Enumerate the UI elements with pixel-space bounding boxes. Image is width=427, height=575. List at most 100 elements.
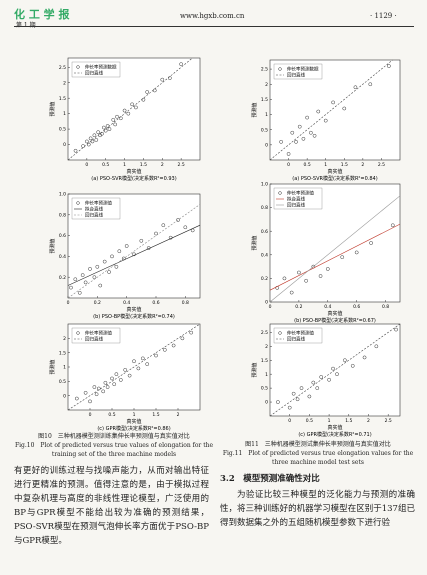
x-tick-label: 0.6	[152, 300, 159, 306]
data-point	[180, 336, 185, 341]
data-point	[83, 280, 88, 285]
y-tick-label: 2	[265, 344, 268, 350]
issue: 第 1 期	[16, 22, 36, 29]
line	[67, 323, 201, 411]
data-point	[289, 290, 294, 295]
data-point	[136, 366, 141, 371]
data-point	[307, 394, 312, 399]
data-point	[113, 122, 117, 127]
data-point	[139, 238, 144, 243]
data-point	[286, 152, 291, 156]
data-point	[297, 270, 301, 275]
legend-label: 回归直线	[287, 72, 305, 79]
data-point	[114, 372, 119, 377]
data-point	[103, 380, 108, 385]
legend-box	[273, 63, 323, 80]
x-tick-label: 0.5	[108, 412, 115, 418]
data-point	[387, 64, 391, 68]
data-point	[167, 76, 172, 80]
legend-label: 回归直线	[287, 336, 305, 343]
legend-marker	[278, 67, 282, 71]
y-tick-label: 0	[63, 393, 66, 399]
x-tick-label: 0.2	[295, 304, 302, 310]
data-point	[130, 102, 134, 107]
line	[269, 195, 401, 303]
chart-subtitle: (b) PSO-BP模型(决定系数R²=0.74)	[93, 313, 175, 320]
legend-label: 回归直线	[85, 212, 103, 219]
y-tick-label: 0.5	[261, 386, 268, 392]
x-tick-label: 0.5	[304, 162, 311, 168]
x-tick-label: 2.5	[385, 418, 392, 424]
url: www.hgxb.com.cn	[180, 12, 245, 20]
x-tick-label: 0	[67, 300, 70, 306]
data-point	[92, 275, 97, 280]
y-tick-label: 1.5	[261, 97, 268, 103]
x-tick-label: 1	[328, 418, 331, 424]
legend-box	[71, 61, 121, 78]
paragraph: 为验证比较三种模型的泛化能力与预测的准确性，将三种训练好的机器学习模型在区别于1…	[220, 490, 415, 528]
x-tick-label: 2	[367, 418, 370, 424]
x-axis-label: 真实值	[126, 306, 141, 313]
legend-label: 拟合直线	[85, 206, 103, 213]
data-point	[325, 267, 330, 271]
legend-marker	[76, 201, 80, 205]
x-axis-label: 真实值	[327, 168, 342, 175]
y-tick-label: 1	[63, 365, 66, 371]
chart-subtitle: (a) PSO-SVR模型(决定系数R²=0.93)	[91, 175, 176, 182]
data-point	[305, 115, 309, 120]
y-tick-label: 2.5	[261, 330, 268, 336]
data-point	[110, 254, 114, 259]
legend-label: 伸长率预测值	[85, 200, 112, 207]
data-point	[122, 108, 127, 113]
y-tick-label: 1	[265, 372, 268, 378]
x-axis-label: 真实值	[327, 424, 342, 431]
data-point	[287, 405, 292, 410]
y-tick-label: 1.5	[261, 358, 268, 364]
x-tick-label: 1	[123, 162, 126, 168]
chart-subtitle: (c) GPR模型(决定系数R²=0.86)	[97, 425, 170, 432]
data-point	[85, 139, 89, 144]
data-point	[309, 130, 313, 135]
data-point	[96, 130, 101, 135]
x-tick-label: 1.5	[152, 412, 159, 418]
y-tick-label: 1	[63, 111, 66, 117]
data-point	[114, 264, 119, 269]
data-point	[331, 100, 335, 105]
chart-subtitle: (a) PSO-SVR模型(决定系数R²=0.84)	[292, 175, 377, 182]
x-tick-label: 0.8	[182, 300, 189, 306]
data-point	[88, 136, 93, 141]
y-axis-label: 预测值	[49, 101, 56, 116]
data-point	[112, 382, 117, 387]
y-tick-label: 0.5	[261, 127, 268, 133]
data-point	[74, 396, 79, 401]
data-point	[301, 136, 306, 141]
data-point	[368, 82, 373, 87]
data-point	[315, 386, 320, 390]
y-tick-label: 1.0	[261, 182, 268, 188]
x-tick-label: 2	[161, 162, 164, 168]
section-heading: 3.2 模型预测准确性对比	[220, 474, 320, 484]
x-tick-label: 0.4	[324, 304, 331, 310]
y-axis-label: 预测值	[49, 238, 56, 253]
data-point	[145, 90, 150, 94]
data-point	[94, 392, 99, 397]
data-point	[77, 290, 82, 295]
data-point	[145, 362, 150, 366]
data-point	[276, 400, 280, 404]
data-point	[110, 376, 114, 381]
y-tick-label: 0.6	[59, 233, 66, 239]
data-point	[340, 255, 345, 260]
data-point	[102, 259, 107, 264]
legend-marker	[76, 65, 80, 69]
line	[67, 224, 201, 286]
data-point	[297, 124, 302, 129]
legend-box	[71, 197, 121, 220]
data-point	[94, 138, 99, 142]
data-point	[342, 358, 347, 363]
data-point	[353, 85, 358, 90]
data-point	[311, 380, 316, 385]
x-tick-label: 0	[85, 162, 88, 168]
y-tick-label: 1.0	[59, 192, 66, 198]
data-point	[101, 389, 106, 394]
